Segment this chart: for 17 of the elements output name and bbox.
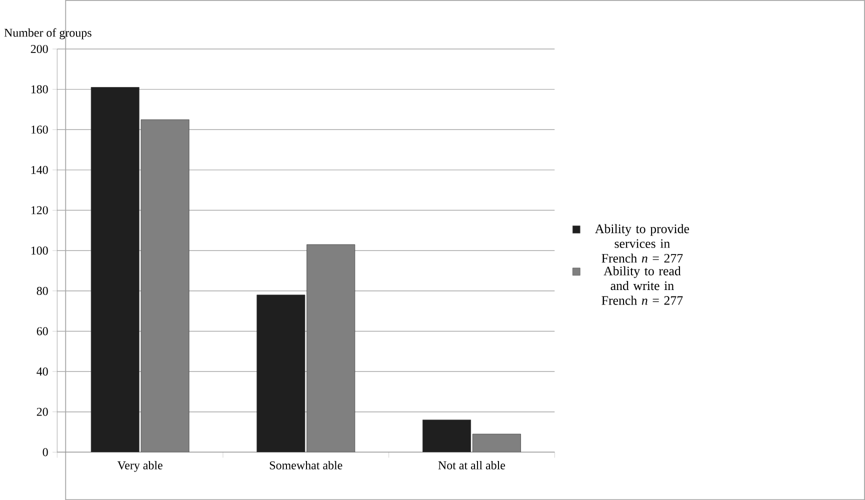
legend-label: Ability to provide services in French n = 277	[595, 224, 690, 263]
x-tick-label: Very able	[117, 460, 162, 472]
legend-label: Ability to read and write in French n = 277	[602, 266, 683, 305]
y-tick-label: 100	[31, 246, 48, 255]
x-tick-label: Not at all able	[438, 460, 506, 470]
y-tick-label: 0	[42, 448, 48, 456]
y-tick-label: 60	[36, 327, 48, 336]
y-tick-label: 40	[36, 367, 48, 376]
y-tick-label: 80	[36, 286, 48, 295]
y-axis-title: Number of groups	[4, 28, 92, 40]
y-tick-label: 140	[31, 166, 48, 174]
y-tick-label: 180	[31, 85, 48, 94]
y-tick-label: 20	[36, 408, 48, 416]
y-tick-label: 200	[30, 44, 48, 53]
y-tick-label: 120	[31, 206, 48, 214]
x-tick-label: Somewhat able	[270, 460, 342, 470]
y-tick-label: 160	[31, 125, 48, 134]
